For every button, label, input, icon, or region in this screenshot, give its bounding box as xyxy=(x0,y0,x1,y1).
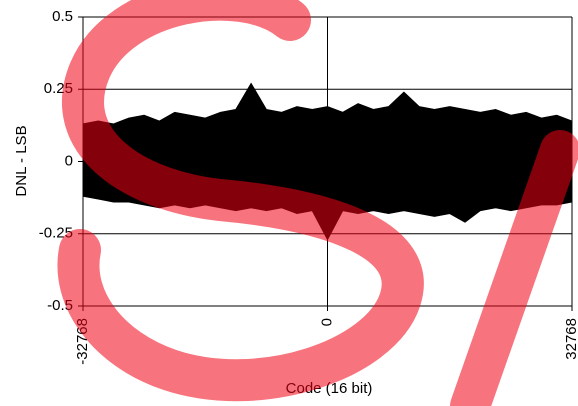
y-tick-label: 0.5 xyxy=(52,8,73,25)
x-tick-label: 32768 xyxy=(563,318,578,360)
x-tick-label: 0 xyxy=(318,318,335,326)
watermark xyxy=(57,0,578,406)
y-tick-label: 0 xyxy=(65,152,73,169)
y-axis-title: DNL - LSB xyxy=(13,125,30,196)
dnl-band xyxy=(82,82,573,162)
